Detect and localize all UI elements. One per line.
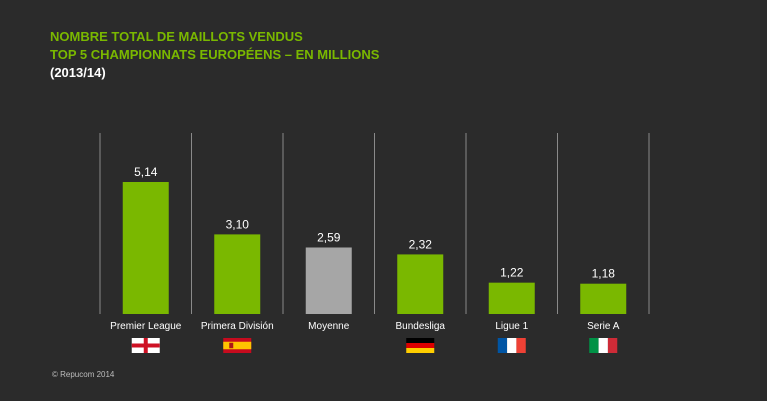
copyright-text: © Repucom 2014 (52, 370, 115, 379)
italy-flag-icon (589, 338, 618, 353)
category-label: Serie A (587, 321, 620, 332)
bar (580, 283, 627, 314)
bar (214, 234, 261, 314)
bar (122, 182, 169, 314)
data-label: 1,22 (500, 266, 524, 280)
category-label: Primera División (201, 321, 274, 332)
chart-title-line-1: NOMBRE TOTAL DE MAILLOTS VENDUS (50, 29, 303, 44)
spain-flag-icon (223, 338, 252, 353)
bar (488, 282, 535, 314)
bar (305, 247, 352, 314)
england-flag-icon (131, 338, 160, 353)
chart-subtitle: (2013/14) (50, 65, 106, 80)
data-label: 2,59 (317, 230, 341, 244)
data-label: 3,10 (226, 217, 250, 231)
france-flag-icon (497, 338, 526, 353)
category-label: Ligue 1 (495, 321, 528, 332)
data-label: 1,18 (592, 267, 616, 281)
category-label: Premier League (110, 321, 182, 332)
category-label: Bundesliga (396, 321, 446, 332)
data-label: 2,32 (409, 237, 433, 251)
germany-flag-icon (406, 338, 435, 353)
chart-title-line-2: TOP 5 CHAMPIONNATS EUROPÉENS – EN MILLIO… (50, 47, 380, 62)
category-label: Moyenne (308, 321, 350, 332)
data-label: 5,14 (134, 165, 158, 179)
bar (397, 254, 444, 314)
